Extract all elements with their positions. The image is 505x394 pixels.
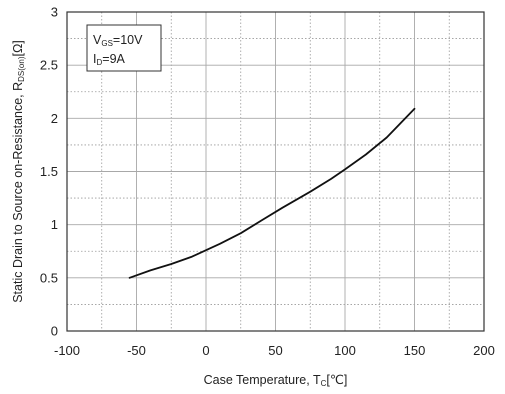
y-tick-label: 2	[51, 111, 58, 126]
y-tick-label: 0.5	[40, 270, 58, 285]
y-tick-labels: 0 0.5 1 1.5 2 2.5 3	[40, 5, 58, 339]
x-tick-label: 50	[268, 343, 282, 358]
x-tick-label: 0	[202, 343, 209, 358]
annotation-box: VGS=10V ID=9A	[86, 24, 162, 72]
annotation-id: ID=9A	[93, 52, 126, 67]
y-tick-label: 1.5	[40, 164, 58, 179]
x-tick-label: 150	[404, 343, 426, 358]
x-tick-label: 100	[334, 343, 356, 358]
major-grid	[67, 12, 484, 331]
annotation-vgs: VGS=10V	[93, 33, 143, 48]
x-tick-label: -100	[54, 343, 80, 358]
plot-frame	[66, 11, 485, 332]
y-tick-label: 0	[51, 324, 58, 339]
y-tick-label: 1	[51, 217, 58, 232]
x-tick-label: 200	[473, 343, 495, 358]
x-tick-label: -50	[127, 343, 146, 358]
y-tick-label: 3	[51, 5, 58, 20]
x-axis-title: Case Temperature, TC[℃]	[204, 373, 348, 388]
y-tick-label: 2.5	[40, 58, 58, 73]
series-line	[128, 107, 416, 279]
x-tick-labels: -100 -50 0 50 100 150 200	[54, 343, 495, 358]
y-axis-title: Static Drain to Source on-Resistance, RD…	[11, 40, 26, 303]
series-layer	[128, 107, 416, 279]
